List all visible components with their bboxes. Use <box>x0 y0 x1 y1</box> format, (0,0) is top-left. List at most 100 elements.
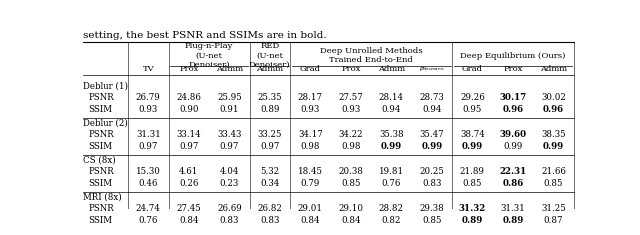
Text: 0.85: 0.85 <box>463 179 482 188</box>
Text: PSNR: PSNR <box>88 204 115 213</box>
Text: Plug-n-Play
(U-net
Denoiser): Plug-n-Play (U-net Denoiser) <box>185 42 233 69</box>
Text: Admm: Admm <box>216 65 243 73</box>
Text: 0.97: 0.97 <box>139 142 158 151</box>
Text: PSNR: PSNR <box>88 93 115 102</box>
Text: SSIM: SSIM <box>88 179 113 188</box>
Text: 4.61: 4.61 <box>179 167 198 176</box>
Text: 28.17: 28.17 <box>298 93 323 102</box>
Text: RED
(U-net
Denoiser): RED (U-net Denoiser) <box>249 42 291 69</box>
Text: 0.99: 0.99 <box>462 142 483 151</box>
Text: 0.83: 0.83 <box>422 179 442 188</box>
Text: 0.93: 0.93 <box>139 105 158 114</box>
Text: Admm: Admm <box>256 65 284 73</box>
Text: TV: TV <box>143 65 154 73</box>
Text: 0.98: 0.98 <box>341 142 360 151</box>
Text: 35.47: 35.47 <box>420 130 444 139</box>
Text: 0.46: 0.46 <box>139 179 158 188</box>
Text: 0.34: 0.34 <box>260 179 280 188</box>
Text: 31.32: 31.32 <box>459 204 486 213</box>
Text: 28.14: 28.14 <box>379 93 404 102</box>
Text: 24.74: 24.74 <box>136 204 161 213</box>
Text: 29.01: 29.01 <box>298 204 323 213</box>
Text: 33.14: 33.14 <box>177 130 201 139</box>
Text: 0.85: 0.85 <box>543 179 563 188</box>
Text: 4.04: 4.04 <box>220 167 239 176</box>
Text: 29.38: 29.38 <box>419 204 444 213</box>
Text: 0.98: 0.98 <box>301 142 320 151</box>
Text: 0.99: 0.99 <box>543 142 564 151</box>
Text: 38.35: 38.35 <box>541 130 566 139</box>
Text: 25.35: 25.35 <box>257 93 282 102</box>
Text: 33.43: 33.43 <box>217 130 241 139</box>
Text: 0.97: 0.97 <box>220 142 239 151</box>
Text: SSIM: SSIM <box>88 216 113 225</box>
Text: 0.84: 0.84 <box>179 216 198 225</box>
Text: 34.17: 34.17 <box>298 130 323 139</box>
Text: 0.94: 0.94 <box>381 105 401 114</box>
Text: 0.97: 0.97 <box>260 142 280 151</box>
Text: 0.96: 0.96 <box>502 105 524 114</box>
Text: Prox: Prox <box>341 65 360 73</box>
Text: 0.94: 0.94 <box>422 105 442 114</box>
Text: 0.89: 0.89 <box>260 105 280 114</box>
Text: 0.83: 0.83 <box>260 216 280 225</box>
Text: 0.76: 0.76 <box>139 216 158 225</box>
Text: 21.89: 21.89 <box>460 167 485 176</box>
Text: 27.45: 27.45 <box>177 204 201 213</box>
Text: SSIM: SSIM <box>88 142 113 151</box>
Text: 30.17: 30.17 <box>499 93 527 102</box>
Text: Deep Unrolled Methods
Trained End-to-End: Deep Unrolled Methods Trained End-to-End <box>320 47 422 64</box>
Text: 0.85: 0.85 <box>341 179 360 188</box>
Text: 0.96: 0.96 <box>543 105 564 114</box>
Text: 27.57: 27.57 <box>339 93 364 102</box>
Text: 26.82: 26.82 <box>257 204 282 213</box>
Text: 34.22: 34.22 <box>339 130 363 139</box>
Text: 0.85: 0.85 <box>422 216 442 225</box>
Text: 21.66: 21.66 <box>541 167 566 176</box>
Text: 0.76: 0.76 <box>381 179 401 188</box>
Text: $p_{\mathrm{Neumann}}$: $p_{\mathrm{Neumann}}$ <box>419 65 445 73</box>
Text: 22.31: 22.31 <box>499 167 527 176</box>
Text: 19.81: 19.81 <box>379 167 404 176</box>
Text: 35.38: 35.38 <box>379 130 404 139</box>
Text: 25.95: 25.95 <box>217 93 242 102</box>
Text: 26.79: 26.79 <box>136 93 161 102</box>
Text: PSNR: PSNR <box>88 167 115 176</box>
Text: SSIM: SSIM <box>88 105 113 114</box>
Text: Grad: Grad <box>300 65 321 73</box>
Text: 0.95: 0.95 <box>463 105 482 114</box>
Text: PSNR: PSNR <box>88 130 115 139</box>
Text: 0.90: 0.90 <box>179 105 198 114</box>
Text: Admm: Admm <box>378 65 405 73</box>
Text: CS (8x): CS (8x) <box>83 156 116 165</box>
Text: 0.79: 0.79 <box>301 179 320 188</box>
Text: 0.84: 0.84 <box>301 216 320 225</box>
Text: 0.89: 0.89 <box>502 216 524 225</box>
Text: 28.82: 28.82 <box>379 204 404 213</box>
Text: 18.45: 18.45 <box>298 167 323 176</box>
Text: 20.25: 20.25 <box>419 167 444 176</box>
Text: 0.87: 0.87 <box>543 216 563 225</box>
Text: 31.31: 31.31 <box>500 204 525 213</box>
Text: 15.30: 15.30 <box>136 167 161 176</box>
Text: 0.83: 0.83 <box>220 216 239 225</box>
Text: 5.32: 5.32 <box>260 167 280 176</box>
Text: 39.60: 39.60 <box>499 130 527 139</box>
Text: 20.38: 20.38 <box>339 167 364 176</box>
Text: 29.10: 29.10 <box>339 204 364 213</box>
Text: 28.73: 28.73 <box>419 93 444 102</box>
Text: 26.69: 26.69 <box>217 204 242 213</box>
Text: Deep Equilibrium (Ours): Deep Equilibrium (Ours) <box>460 51 566 59</box>
Text: 31.31: 31.31 <box>136 130 161 139</box>
Text: 0.93: 0.93 <box>341 105 360 114</box>
Text: 0.99: 0.99 <box>503 142 523 151</box>
Text: setting, the best PSNR and SSIMs are in bold.: setting, the best PSNR and SSIMs are in … <box>83 31 327 40</box>
Text: 0.93: 0.93 <box>301 105 320 114</box>
Text: 0.91: 0.91 <box>220 105 239 114</box>
Text: 29.26: 29.26 <box>460 93 484 102</box>
Text: 38.74: 38.74 <box>460 130 484 139</box>
Text: Deblur (2): Deblur (2) <box>83 119 128 128</box>
Text: 0.86: 0.86 <box>502 179 524 188</box>
Text: Prox: Prox <box>503 65 523 73</box>
Text: 0.84: 0.84 <box>341 216 360 225</box>
